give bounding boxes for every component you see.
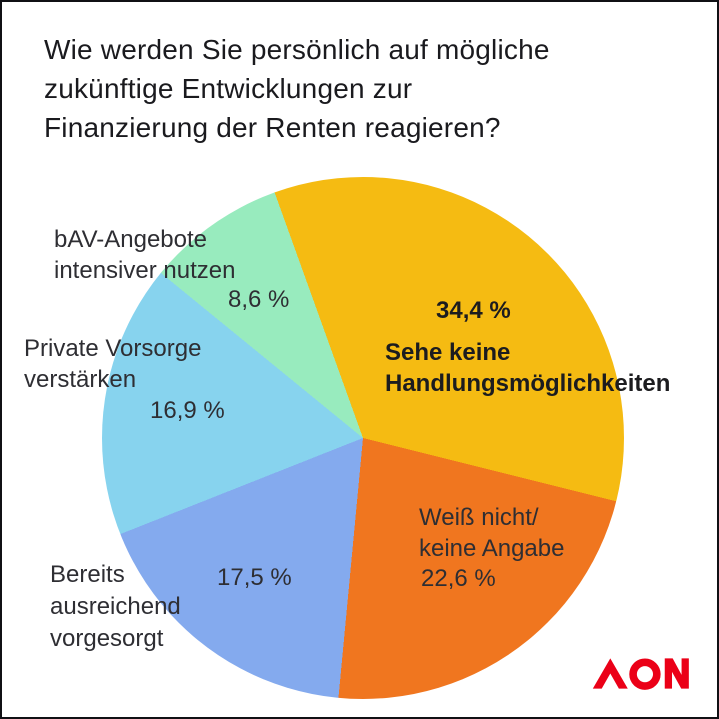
chart-question-title: Wie werden Sie persönlich auf mögliche z… [44, 30, 550, 147]
slice-value-private-vorsorge: 16,9 % [150, 397, 225, 424]
slice-label-line: intensiver nutzen [54, 257, 236, 284]
slice-label-line: ausreichend [50, 593, 181, 620]
slice-label-weiss-nicht: Weiß nicht/ keine Angabe [419, 502, 564, 564]
slice-label-line: verstärken [24, 366, 137, 393]
slice-label-line: Private Vorsorge [24, 335, 202, 362]
logo-letter-a [592, 658, 628, 689]
slice-label-line: Sehe keine [385, 339, 511, 366]
slice-label-line: bAV-Angebote [54, 226, 208, 253]
slice-label-line: vorgesorgt [50, 625, 164, 652]
pie-chart [102, 177, 624, 699]
slice-value-weiss-nicht: 22,6 % [421, 565, 496, 592]
logo-letter-o [629, 658, 661, 690]
slice-label-line: Bereits [50, 561, 125, 588]
logo-letter-n [664, 658, 689, 689]
slice-value-sehe-keine: 34,4 % [436, 297, 511, 324]
title-line-1: Wie werden Sie persönlich auf mögliche [44, 34, 550, 65]
slice-value-bereits-vorgesorgt: 17,5 % [217, 564, 292, 591]
slice-label-line: Handlungsmöglichkeiten [385, 370, 671, 397]
slice-label-private-vorsorge: Private Vorsorge verstärken [24, 333, 201, 395]
slice-label-bereits-vorgesorgt: Bereits ausreichend vorgesorgt [50, 559, 181, 655]
slice-label-line: Weiß nicht/ [419, 504, 539, 531]
slice-value-bav-angebote: 8,6 % [228, 286, 290, 313]
slice-label-sehe-keine: Sehe keine Handlungsmöglichkeiten [385, 337, 670, 399]
aon-logo [590, 657, 690, 690]
slice-label-bav-angebote: bAV-Angebote intensiver nutzen [54, 224, 235, 286]
title-line-2: zukünftige Entwicklungen zur [44, 73, 413, 104]
title-line-3: Finanzierung der Renten reagieren? [44, 112, 501, 143]
aon-logo-icon [592, 658, 689, 690]
slice-label-line: keine Angabe [419, 535, 565, 562]
